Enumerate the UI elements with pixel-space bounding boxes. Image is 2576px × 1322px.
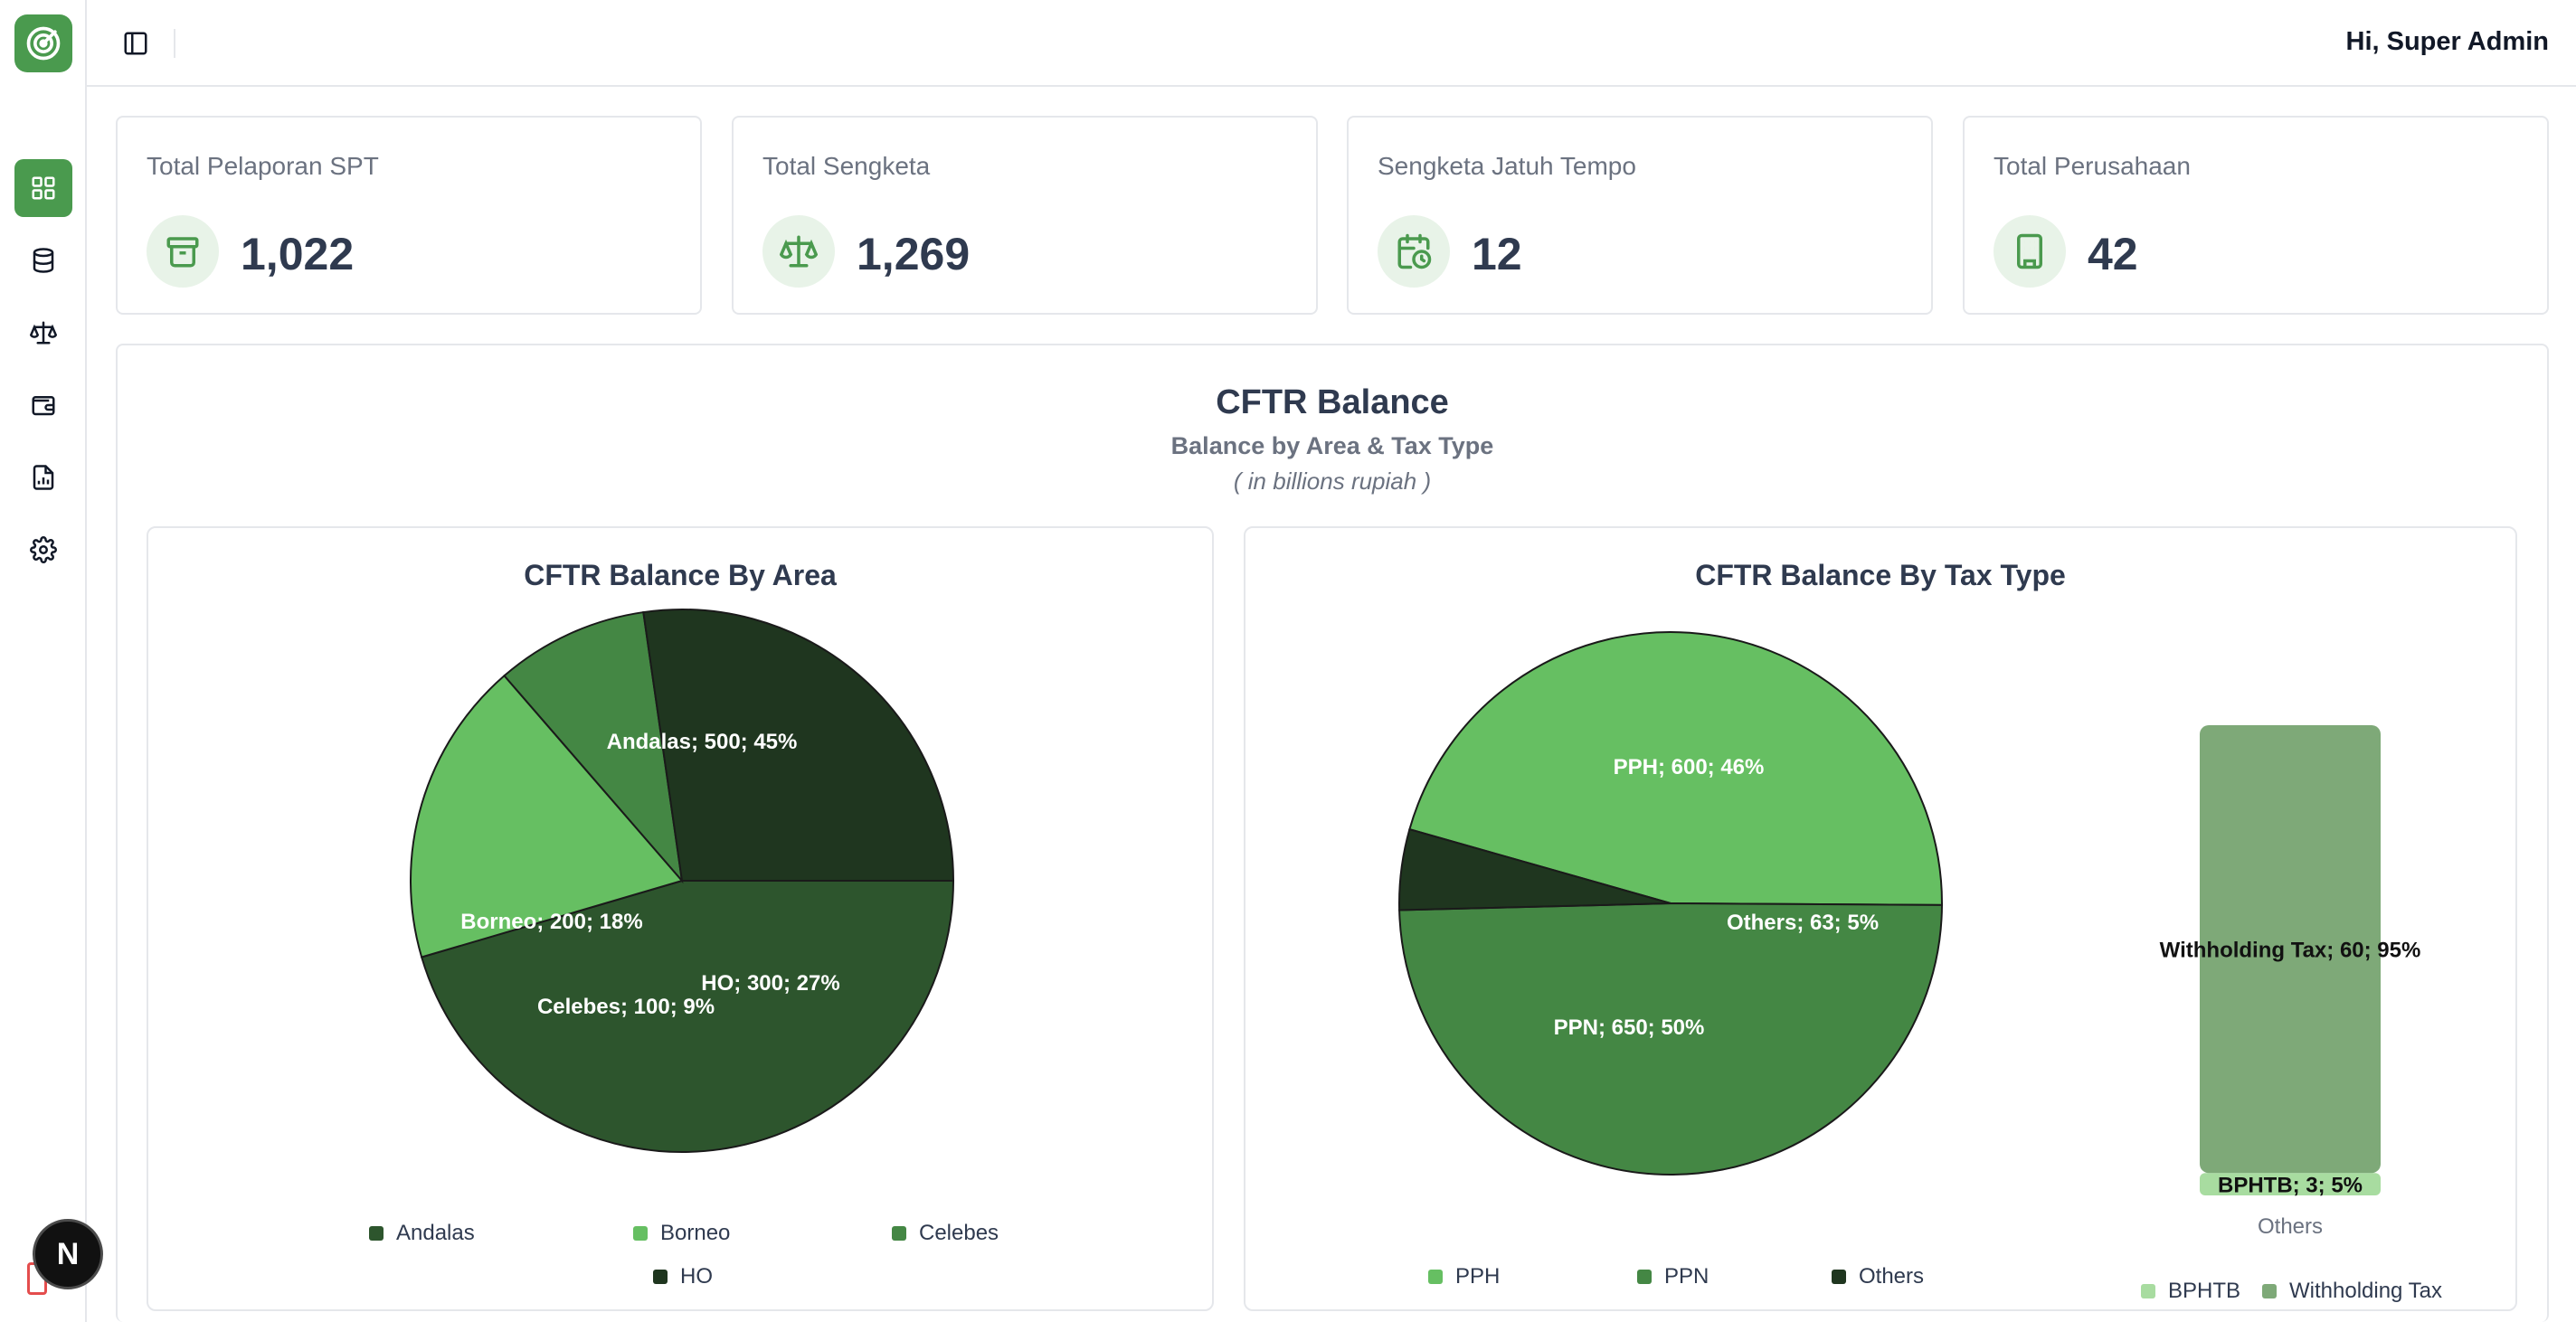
pie-slice-borneo[interactable] (410, 674, 684, 958)
archive-icon (147, 215, 219, 288)
nav-database[interactable] (14, 231, 72, 289)
chart-title: CFTR Balance By Area (524, 559, 837, 591)
legend-label: PPN (1664, 1264, 1709, 1289)
pie-data-label: PPH; 600; 46% (1614, 755, 1765, 779)
calendar-clock-icon (1378, 215, 1450, 288)
legend-item[interactable]: Borneo (633, 1221, 730, 1246)
sidebar (0, 0, 87, 1322)
bar-data-label: BPHTB; 3; 5% (2218, 1174, 2363, 1198)
chart-card-area: CFTR Balance By Area Andalas; 500; 45% Bo… (147, 526, 1214, 1311)
bar-data-label: Withholding Tax; 60; 95% (2160, 939, 2421, 963)
legend-item[interactable]: PPN (1637, 1264, 1709, 1289)
scale-icon (762, 215, 835, 288)
legend-label: BPHTB (2168, 1279, 2241, 1303)
radar-target-icon (26, 26, 61, 61)
gear-icon (30, 536, 57, 563)
pie-chart-area: Andalas; 500; 45% Borneo; 200; 18% Celebes… (410, 609, 955, 1154)
pie-data-label: Others; 63; 5% (1727, 911, 1879, 935)
legend-swatch (1637, 1270, 1652, 1284)
legend-item[interactable]: PPH (1428, 1264, 1500, 1289)
legend-item[interactable]: BPHTB (2141, 1279, 2240, 1304)
legend-swatch (2141, 1284, 2155, 1298)
pie-data-label: PPN; 650; 50% (1554, 1015, 1705, 1040)
database-icon (33, 248, 54, 273)
top-header: Hi, Super Admin (87, 0, 2576, 87)
legend-label: PPH (1455, 1264, 1501, 1289)
panel-unit: ( in billions rupiah ) (1233, 467, 1432, 495)
legend-swatch (653, 1270, 668, 1284)
nav-disputes[interactable] (14, 304, 72, 362)
nav-wallet[interactable] (14, 376, 72, 434)
legend-swatch (1832, 1270, 1846, 1284)
stat-label: Sengketa Jatuh Tempo (1378, 152, 1636, 180)
pie-slice-others[interactable] (1398, 827, 1672, 911)
legend-swatch (1428, 1270, 1443, 1284)
legend-item[interactable]: Celebes (892, 1221, 999, 1246)
sidebar-toggle-icon (124, 32, 147, 55)
building-icon (1994, 215, 2066, 288)
pie-data-label: Andalas; 500; 45% (607, 730, 798, 754)
stat-label: Total Perusahaan (1994, 152, 2191, 180)
bar-segment-withholding-tax[interactable] (2200, 725, 2381, 1174)
bar-segment-bphtb[interactable] (2200, 1173, 2381, 1195)
dashboard-grid-icon (32, 176, 55, 200)
stat-card-perusahaan: Total Perusahaan 42 (1963, 116, 2549, 315)
nav-settings[interactable] (14, 521, 72, 579)
nav-reports[interactable] (14, 449, 72, 506)
stat-label: Total Sengketa (762, 152, 931, 180)
stat-card-jatuh-tempo: Sengketa Jatuh Tempo 12 (1347, 116, 1933, 315)
file-chart-icon (33, 465, 54, 490)
chart-title: CFTR Balance By Tax Type (1695, 559, 2066, 591)
legend-swatch (892, 1226, 906, 1241)
scale-icon (30, 321, 57, 345)
pie-data-label: Borneo; 200; 18% (460, 910, 642, 934)
stat-card-spt: Total Pelaporan SPT 1,022 (116, 116, 702, 315)
panel-subtitle: Balance by Area & Tax Type (1170, 432, 1494, 459)
user-badge[interactable]: N (33, 1219, 103, 1289)
pie-data-label: HO; 300; 27% (701, 971, 839, 996)
pie-slice-pph[interactable] (1408, 631, 1943, 906)
sidebar-toggle-button[interactable] (119, 27, 152, 60)
legend-label: HO (680, 1264, 713, 1289)
legend-label: Withholding Tax (2289, 1279, 2442, 1303)
wallet-icon (32, 396, 55, 416)
pie-slice-ppn[interactable] (1398, 902, 1944, 1176)
stat-value: 12 (1472, 229, 1522, 279)
legend-item[interactable]: Andalas (369, 1221, 475, 1246)
pie-slice-celebes[interactable] (503, 610, 684, 884)
stat-value: 1,269 (857, 229, 971, 279)
panel-title: CFTR Balance (1216, 383, 1449, 421)
legend-item[interactable]: Others (1832, 1264, 1924, 1289)
bar-category-label: Others (2258, 1214, 2323, 1239)
legend-swatch (633, 1226, 648, 1241)
user-greeting: Hi, Super Admin (2345, 27, 2550, 56)
pie-slice-ho[interactable] (642, 609, 955, 882)
stat-card-sengketa: Total Sengketa 1,269 (732, 116, 1318, 315)
chart-card-tax-type: CFTR Balance By Tax Type PPH; 600; 46% PP… (1244, 526, 2517, 1311)
stat-label: Total Pelaporan SPT (147, 152, 379, 180)
app-logo[interactable] (14, 14, 72, 72)
nav-dashboard[interactable] (14, 159, 72, 217)
legend-item[interactable]: HO (653, 1264, 713, 1289)
legend-item[interactable]: Withholding Tax (2262, 1279, 2442, 1304)
header-divider (174, 29, 175, 58)
legend-swatch (369, 1226, 384, 1241)
legend-label: Andalas (396, 1221, 475, 1245)
legend-swatch (2262, 1284, 2277, 1298)
legend-label: Borneo (660, 1221, 731, 1245)
pie-chart-tax-type: PPH; 600; 46% PPN; 650; 50% Others; 63; 5%… (1398, 631, 2421, 1239)
legend-label: Celebes (919, 1221, 999, 1245)
stat-value: 1,022 (241, 229, 355, 279)
pie-slice-andalas[interactable] (420, 880, 955, 1154)
cftr-balance-panel: CFTR Balance Balance by Area & Tax Type … (116, 344, 2549, 1322)
legend-label: Others (1859, 1264, 1925, 1289)
stat-value: 42 (2088, 229, 2138, 279)
pie-data-label: Celebes; 100; 9% (537, 995, 715, 1019)
